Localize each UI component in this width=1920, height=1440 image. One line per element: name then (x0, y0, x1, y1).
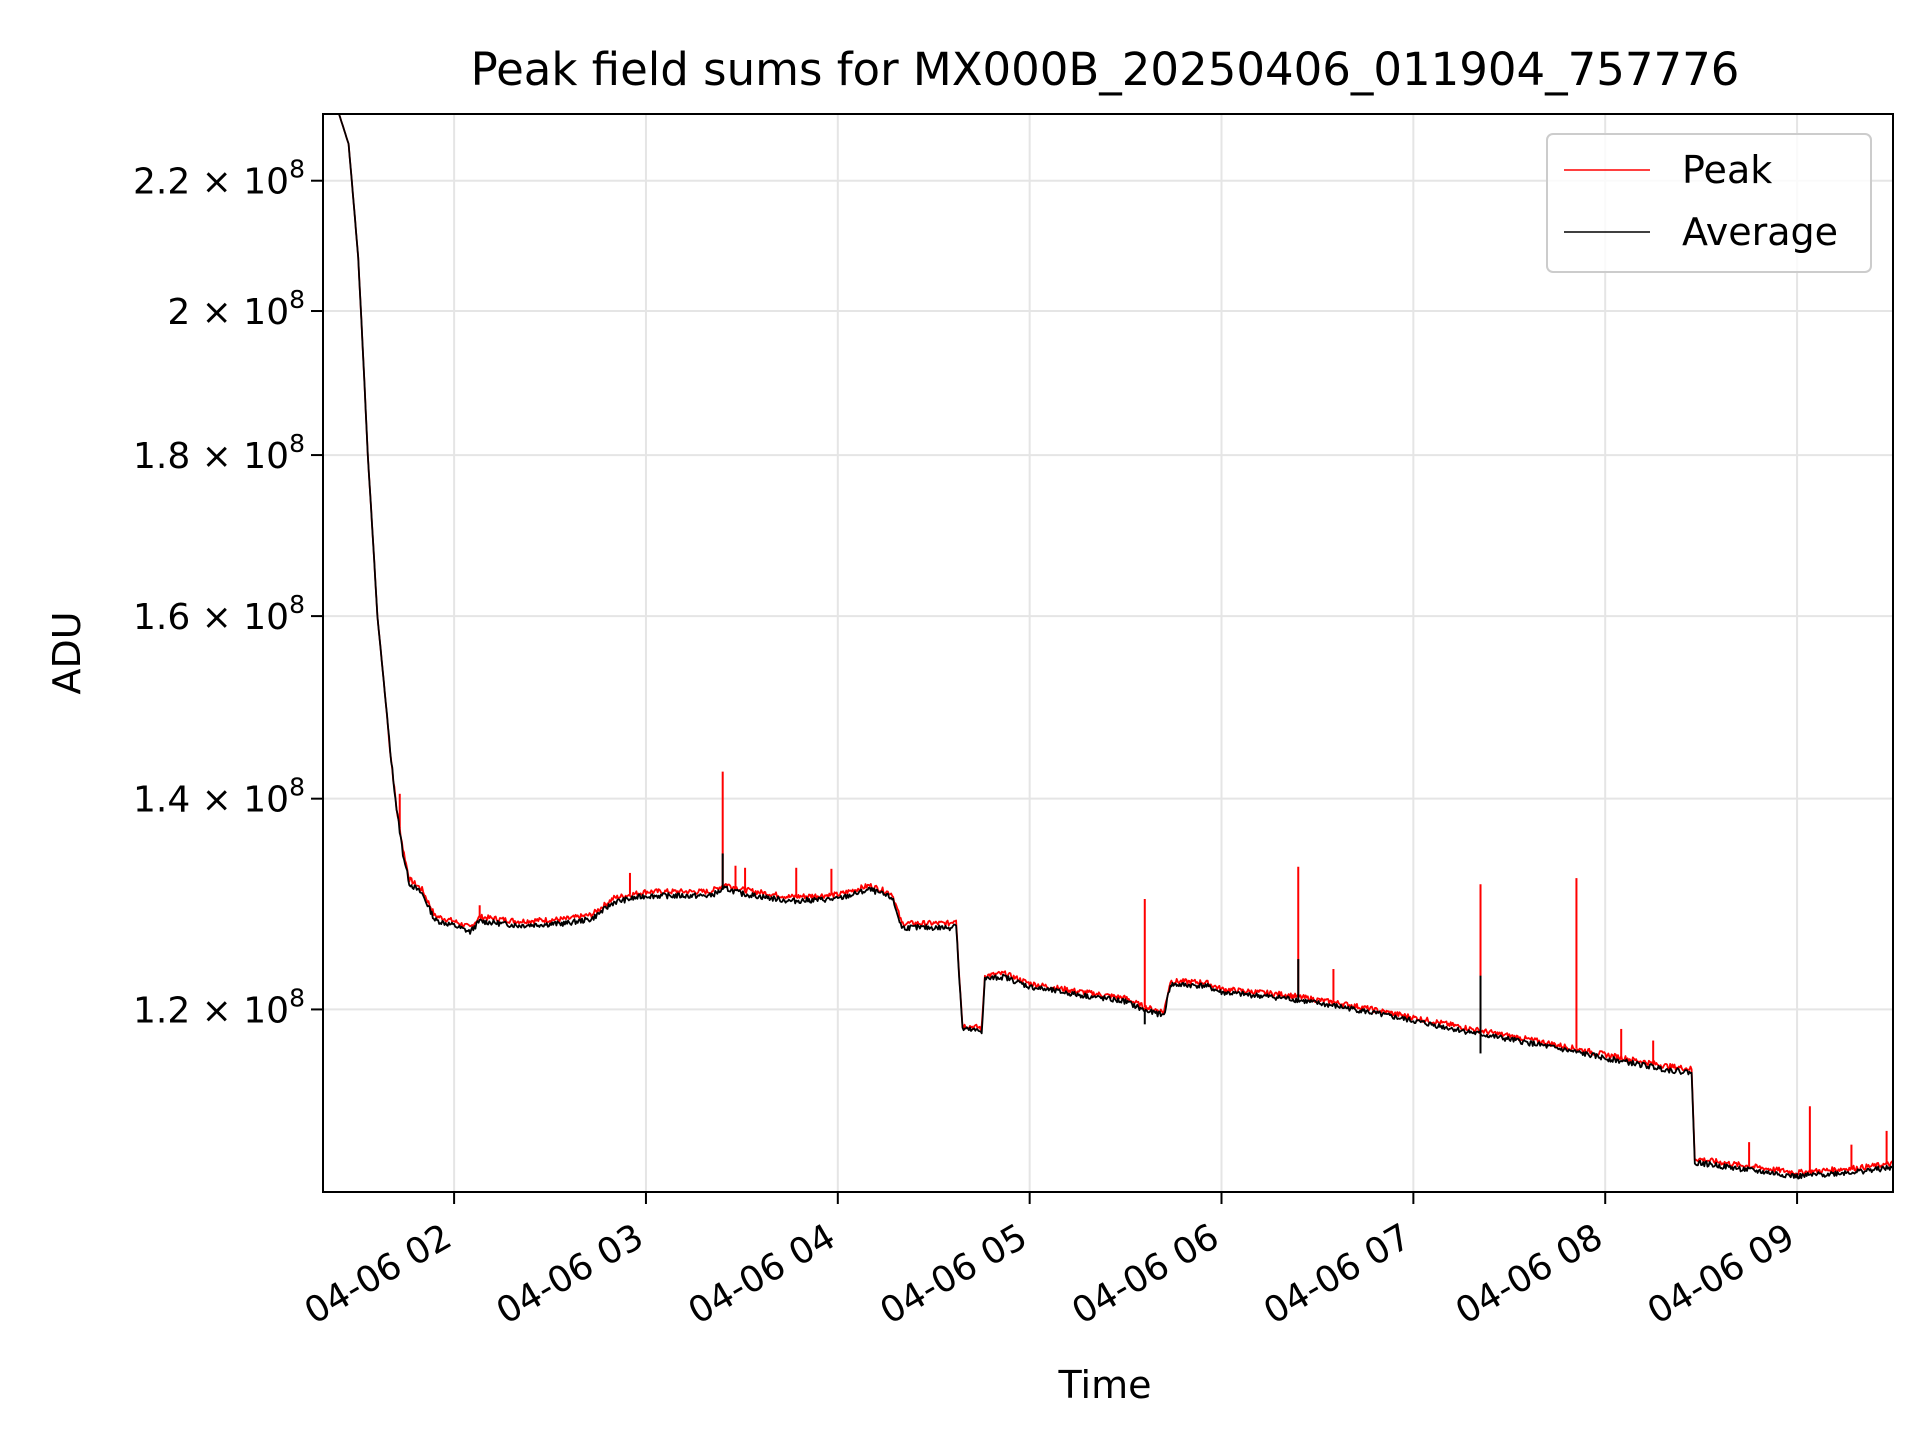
y-tick-label: 1.8 × 108 (133, 429, 305, 477)
series-line-peak (323, 114, 1893, 1176)
legend-label-peak: Peak (1682, 148, 1772, 192)
grid (323, 114, 1893, 1192)
y-tick-label: 1.6 × 108 (133, 590, 305, 638)
y-tick-label: 2.2 × 108 (133, 155, 305, 203)
y-tick-label: 1.2 × 108 (133, 983, 305, 1031)
legend-label-average: Average (1682, 210, 1838, 254)
y-tick-label: 2 × 108 (167, 285, 305, 333)
legend-box (1546, 133, 1872, 273)
y-tick-label: 1.4 × 108 (133, 773, 305, 821)
series-line-average (323, 114, 1893, 1180)
series-layer (323, 114, 1893, 1180)
legend: Peak Average (1546, 133, 1872, 273)
plot-frame (322, 113, 1894, 1193)
y-axis: 1.2 × 108 1.4 × 108 1.6 × 108 1.8 × 108 2 × … (133, 155, 323, 1031)
x-axis-label: Time (1058, 1363, 1152, 1407)
chart-title: Peak field sums for MX000B_20250406_0119… (471, 43, 1740, 96)
y-axis-label: ADU (45, 611, 89, 694)
